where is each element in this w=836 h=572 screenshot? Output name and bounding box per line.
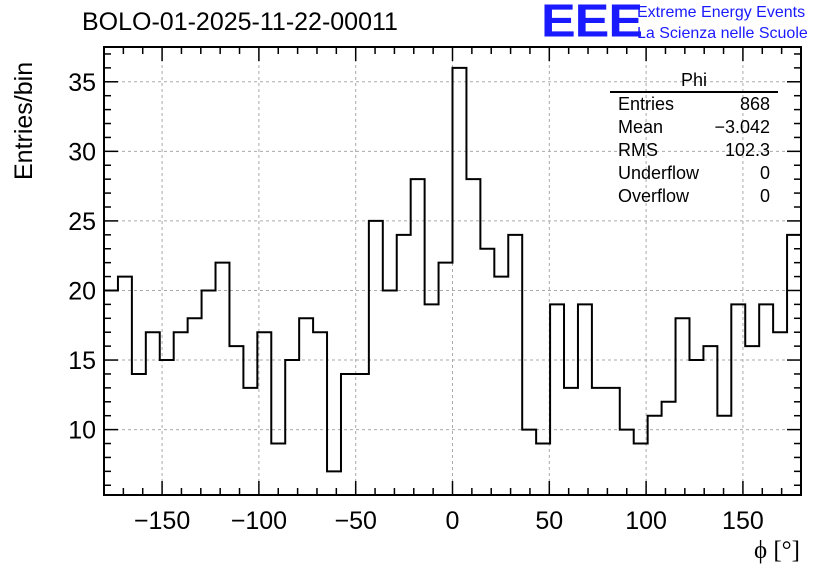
histogram-bin [174, 332, 188, 495]
stats-box: Phi Entries 868 Mean −3.042 RMS 102.3 Un… [610, 70, 778, 208]
stats-row-entries: Entries 868 [610, 93, 778, 116]
histogram-bin [480, 249, 494, 495]
histogram-bin [578, 304, 592, 495]
histogram-bin [118, 277, 132, 495]
histogram-bin [745, 346, 759, 495]
histogram-title: BOLO-01-2025-11-22-00011 [82, 8, 398, 36]
histogram-bin [508, 235, 522, 495]
stats-label: Entries [618, 94, 675, 114]
histogram-bin [369, 221, 383, 495]
stats-value: 0 [759, 163, 770, 183]
stats-label: RMS [618, 140, 658, 160]
histogram-bin [731, 304, 745, 495]
histogram-bin [216, 263, 230, 495]
histogram-bin [146, 332, 160, 495]
stats-label: Overflow [618, 186, 690, 206]
x-axis-label: ϕ [°] [754, 537, 800, 564]
histogram-bin [676, 318, 690, 495]
y-tick-label: 35 [68, 69, 96, 97]
y-tick-label: 20 [68, 277, 96, 305]
histogram-bin [773, 332, 787, 495]
stats-label: Mean [618, 117, 664, 137]
histogram-bin [494, 277, 508, 495]
histogram-bin [355, 374, 369, 495]
stats-value: 102.3 [724, 140, 770, 160]
y-tick-label: 30 [68, 138, 96, 166]
histogram-bin [592, 388, 606, 495]
stats-value: 868 [739, 94, 770, 114]
histogram-bin [411, 179, 425, 495]
histogram-bin [132, 374, 146, 495]
stats-value: 0 [759, 186, 770, 206]
y-axis-ticks: 10 15 20 25 30 35 [68, 53, 801, 487]
histogram-bin [202, 290, 216, 495]
stats-row-mean: Mean −3.042 [610, 116, 778, 139]
histogram-bin [313, 332, 327, 495]
histogram-bin [620, 430, 634, 495]
histogram-bin [104, 290, 118, 495]
histogram-bin [787, 235, 801, 495]
histogram-bin [550, 304, 564, 495]
histogram-bin [689, 360, 703, 495]
logo-caption-line1: Extreme Energy Events [637, 4, 806, 21]
histogram-series [104, 66, 801, 495]
stats-value: −3.042 [714, 117, 770, 137]
x-tick-label: 150 [722, 507, 764, 535]
x-tick-label: 100 [625, 507, 667, 535]
x-axis-ticks: −150 −100 −50 0 50 100 150 [103, 47, 802, 535]
histogram-bin [397, 235, 411, 495]
histogram-bin [662, 402, 676, 495]
histogram-bin [425, 304, 439, 495]
histogram-bin [299, 318, 313, 495]
stats-row-underflow: Underflow 0 [610, 162, 778, 185]
y-tick-label: 25 [68, 208, 96, 236]
histogram-bin [648, 416, 662, 495]
histogram-bin [453, 68, 467, 495]
histogram-bin [341, 374, 355, 495]
stats-label: Underflow [618, 163, 700, 183]
x-tick-label: 0 [446, 507, 460, 535]
histogram-bin [285, 360, 299, 495]
histogram-bin [229, 346, 243, 495]
histogram-bin [759, 304, 773, 495]
logo-caption-line2: La Scienza nelle Scuole [637, 25, 808, 42]
histogram-bin [536, 444, 550, 495]
histogram-bin [466, 179, 480, 495]
histogram-bin [703, 346, 717, 495]
histogram-bin [243, 388, 257, 495]
x-tick-label: 50 [535, 507, 563, 535]
x-tick-label: −50 [334, 507, 376, 535]
histogram-bin [606, 388, 620, 495]
histogram-bin [327, 471, 341, 495]
stats-row-rms: RMS 102.3 [610, 139, 778, 162]
histogram-outline [104, 66, 801, 473]
histogram-bin [271, 444, 285, 495]
stats-row-overflow: Overflow 0 [610, 185, 778, 208]
stats-box-name: Phi [610, 70, 778, 93]
histogram-bin [383, 290, 397, 495]
y-tick-label: 15 [68, 347, 96, 375]
histogram-bin [522, 430, 536, 495]
histogram-bin [717, 416, 731, 495]
histogram-bin [188, 318, 202, 495]
x-tick-label: −150 [134, 507, 190, 535]
eee-logo: EEE [541, 0, 643, 48]
y-axis-label: Entries/bin [10, 62, 38, 180]
y-tick-label: 10 [68, 417, 96, 445]
x-tick-label: −100 [231, 507, 287, 535]
histogram-bin [257, 332, 271, 495]
histogram-bin [439, 263, 453, 495]
histogram-bin [564, 388, 578, 495]
